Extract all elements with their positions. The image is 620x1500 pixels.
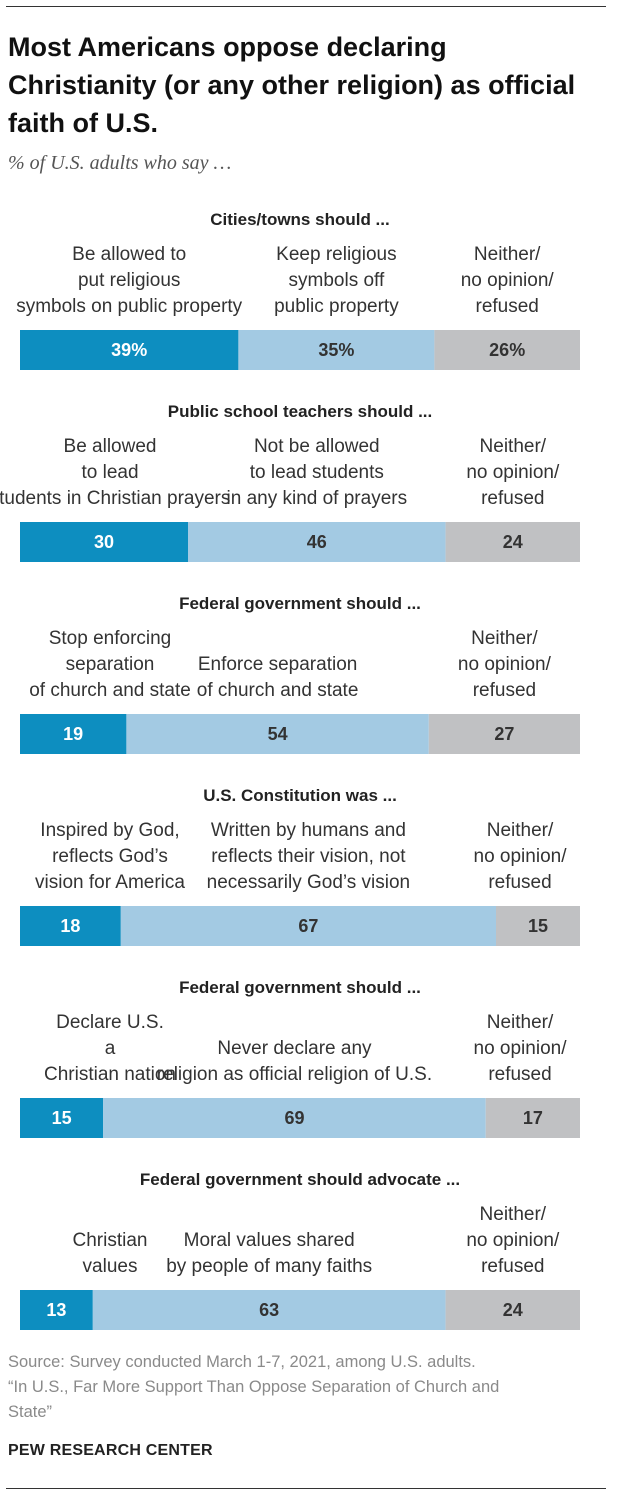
bar-segment <box>188 522 446 562</box>
data-label: 67 <box>298 916 318 936</box>
bar-segment <box>120 906 497 946</box>
category-label: Never declare any religion as official re… <box>156 1038 433 1085</box>
category-label: Stop enforcing separation of church and st… <box>29 628 191 701</box>
data-label: 15 <box>52 1108 72 1128</box>
bar-segment <box>20 522 188 562</box>
panel-title: Public school teachers should ... <box>167 402 433 421</box>
panel-title: Federal government should ... <box>179 594 421 613</box>
bar-segment <box>485 1098 580 1138</box>
data-label: 69 <box>284 1108 304 1128</box>
data-label: 35% <box>318 340 354 360</box>
source-line: “In U.S., Far More Support Than Oppose S… <box>8 1378 500 1396</box>
stacked-bar: 15 69 17 <box>20 1098 580 1138</box>
panel-title: Federal government should ... <box>179 978 421 997</box>
stacked-bar: 18 67 15 <box>20 906 580 946</box>
bar-segment <box>103 1098 486 1138</box>
pew-logo: PEW RESEARCH CENTER <box>8 1442 213 1459</box>
category-label: Declare U.S. a Christian nation <box>43 1012 177 1085</box>
stacked-bar: 13 63 24 <box>20 1290 580 1330</box>
data-label: 24 <box>503 532 523 552</box>
data-label: 19 <box>63 724 83 744</box>
category-label: Christian values <box>72 1230 148 1277</box>
category-label: Written by humans and reflects their visi… <box>206 820 411 893</box>
bottom-rule <box>6 1488 606 1489</box>
category-label: Moral values shared by people of many fai… <box>166 1230 373 1277</box>
bar-segment <box>126 714 429 754</box>
category-label: Enforce separation of church and state <box>196 654 359 701</box>
panel-title: Cities/towns should ... <box>210 210 390 229</box>
bar-segment <box>92 1290 446 1330</box>
data-label: 46 <box>307 532 327 552</box>
data-label: 24 <box>503 1300 523 1320</box>
bar-segment <box>428 714 580 754</box>
bar-segment <box>496 906 580 946</box>
category-label: Neither/no opinion/refused <box>460 244 554 317</box>
source-line: State” <box>8 1403 53 1421</box>
data-label: 13 <box>46 1300 66 1320</box>
panel-title: Federal government should advocate ... <box>139 1170 461 1189</box>
data-label: 26% <box>489 340 525 360</box>
category-label: Be allowed to lead students in Christian p… <box>0 436 231 509</box>
bar-segment <box>445 1290 580 1330</box>
panel-title: U.S. Constitution was ... <box>203 786 397 805</box>
category-label: Neither/no opinion/refused <box>466 1204 560 1277</box>
category-label: Neither/no opinion/refused <box>473 820 567 893</box>
bar-segment <box>20 330 239 370</box>
category-label: Neither/no opinion/refused <box>466 436 560 509</box>
category-label: Neither/no opinion/refused <box>457 628 551 701</box>
data-label: 27 <box>494 724 514 744</box>
chart-subtitle: % of U.S. adults who say … <box>8 152 232 174</box>
stacked-bar: 39% 35% 26% <box>20 330 580 370</box>
bar-segment <box>445 522 580 562</box>
chart-title: Most Americans oppose declaring Christia… <box>8 32 576 138</box>
category-label: Inspired by God, reflects God’s vision for… <box>35 820 185 893</box>
data-label: 17 <box>523 1108 543 1128</box>
category-label: Not be allowed to lead students in any kin… <box>226 436 408 509</box>
category-label: Be allowed to put religious symbols on pub… <box>16 244 243 317</box>
category-label: Keep religious symbols off public property <box>274 244 399 317</box>
top-rule <box>6 6 606 7</box>
data-label: 39% <box>111 340 147 360</box>
bar-segment <box>20 1290 93 1330</box>
data-label: 15 <box>528 916 548 936</box>
stacked-bar: 30 46 24 <box>20 522 580 562</box>
bar-segment <box>20 906 121 946</box>
bar-segment <box>238 330 435 370</box>
stacked-bar: 19 54 27 <box>20 714 580 754</box>
source-line: Source: Survey conducted March 1-7, 2021… <box>8 1353 476 1371</box>
data-label: 30 <box>94 532 114 552</box>
data-label: 54 <box>268 724 288 744</box>
bar-segment <box>434 330 580 370</box>
bar-segment <box>20 714 127 754</box>
bar-segment <box>20 1098 104 1138</box>
data-label: 63 <box>259 1300 279 1320</box>
category-label: Neither/no opinion/refused <box>473 1012 567 1085</box>
data-label: 18 <box>60 916 80 936</box>
source-note: Source: Survey conducted March 1-7, 2021… <box>8 1350 608 1425</box>
